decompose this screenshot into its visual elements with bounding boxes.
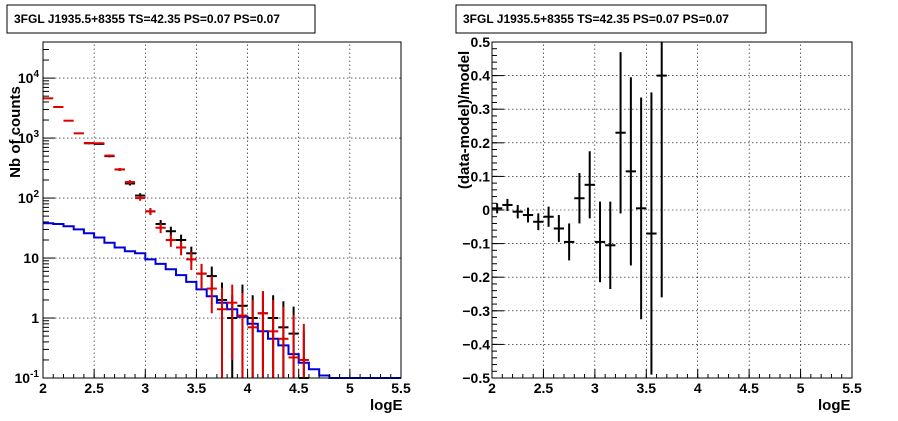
y-tick-label: −0.2: [462, 269, 490, 285]
x-tick-label: 3.5: [637, 380, 657, 396]
title-box: [6, 4, 316, 34]
x-tick-label: 2.5: [534, 380, 554, 396]
x-axis-label: logE: [370, 397, 403, 414]
y-tick-label: −0.4: [462, 336, 490, 352]
x-tick-label: 5: [346, 380, 354, 396]
counts-panel: 3FGL J1935.5+8355 TS=42.35 PS=0.07 PS=0.…: [6, 4, 411, 414]
y-axis-label: (data-model)/model: [456, 51, 473, 189]
x-tick-label: 2: [488, 380, 496, 396]
x-tick-label: 5: [797, 380, 805, 396]
y-tick-label: 0.4: [471, 68, 491, 84]
x-tick-label: 5.5: [391, 380, 411, 396]
y-tick-label: −0.3: [462, 303, 490, 319]
chart-title: 3FGL J1935.5+8355 TS=42.35 PS=0.07 PS=0.…: [14, 12, 280, 26]
residuals-panel: 3FGL J1935.5+8355 TS=42.35 PS=0.07 PS=0.…: [455, 4, 862, 414]
y-tick-label: 104: [18, 69, 40, 86]
x-tick-label: 4: [694, 380, 702, 396]
y-tick-label: 103: [18, 129, 40, 146]
title-box: [455, 4, 767, 34]
y-axis-label: Nb of counts: [7, 86, 24, 178]
y-tick-label: −0.5: [462, 370, 490, 386]
x-tick-label: 3: [591, 380, 599, 396]
x-tick-label: 5.5: [842, 380, 862, 396]
y-tick-label: 0.3: [471, 101, 491, 117]
x-axis-label: logE: [818, 397, 851, 414]
y-tick-label: 0.5: [471, 34, 491, 50]
x-tick-label: 4.5: [739, 380, 759, 396]
y-tick-label: 1: [31, 310, 39, 326]
x-tick-label: 3: [141, 380, 149, 396]
chart-title: 3FGL J1935.5+8355 TS=42.35 PS=0.07 PS=0.…: [463, 12, 729, 26]
x-tick-label: 4: [244, 380, 252, 396]
x-tick-label: 4.5: [289, 380, 309, 396]
y-tick-label: 102: [18, 189, 40, 206]
x-tick-label: 2: [39, 380, 47, 396]
y-tick-label: 10: [23, 250, 39, 266]
y-tick-label: 0.1: [471, 168, 491, 184]
y-tick-label: 0.2: [471, 135, 491, 151]
model-step-line: [43, 222, 401, 379]
plot-frame: [42, 41, 402, 379]
y-tick-label: 0: [482, 202, 490, 218]
y-tick-label: −0.1: [462, 236, 490, 252]
x-tick-label: 3.5: [187, 380, 207, 396]
plot-frame: [491, 41, 853, 379]
x-tick-label: 2.5: [84, 380, 104, 396]
y-tick-label: 10-1: [15, 369, 40, 386]
